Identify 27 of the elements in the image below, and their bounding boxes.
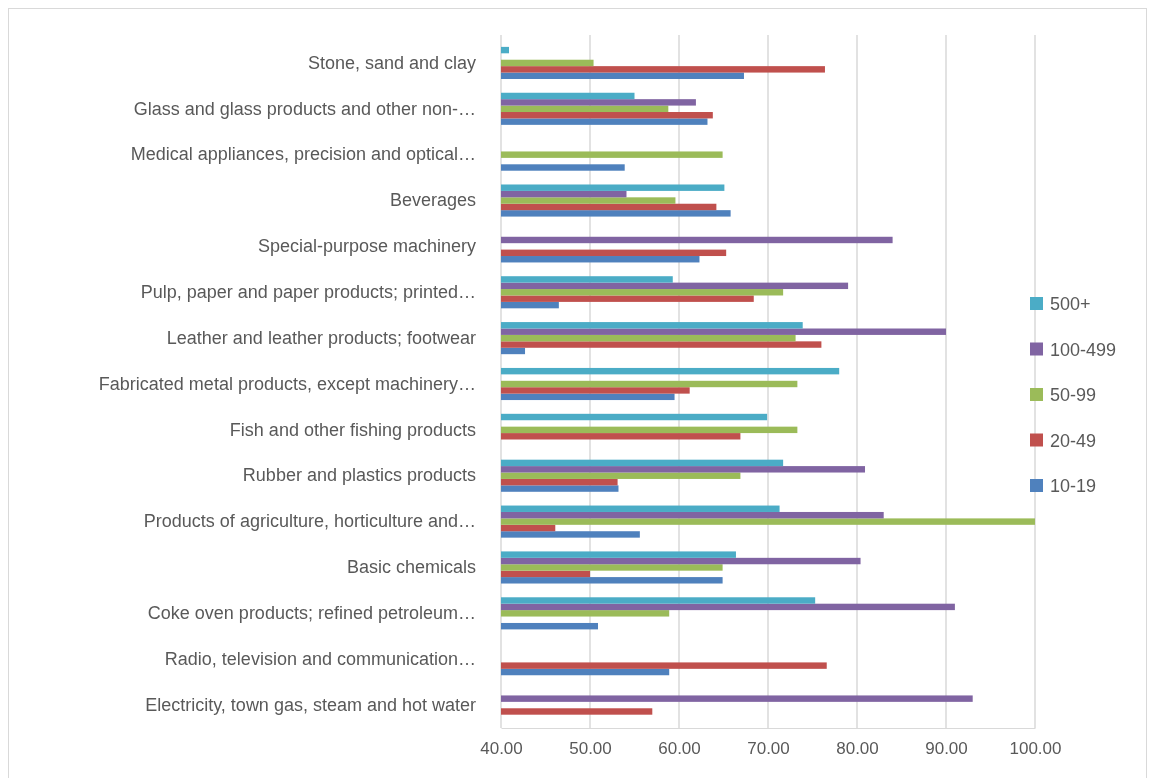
y-tick-label: Rubber and plastics products [242,465,476,486]
y-tick-label: Coke oven products; refined petroleum… [147,603,476,624]
legend-label: 20-49 [1050,430,1097,451]
y-tick-label: Fabricated metal products, except machinery… [98,373,476,394]
y-tick-label: Radio, television and communication… [164,648,476,669]
x-tick-label: 80.00 [836,739,879,759]
x-tick-label: 100.00 [1009,739,1062,759]
legend-label: 50-99 [1050,385,1097,405]
y-tick-label: Stone, sand and clay [307,52,476,73]
legend-label: 500+ [1050,294,1091,314]
x-tick-label: 70.00 [747,739,790,759]
y-tick-label: Products of agriculture, horticulture and… [143,511,476,532]
y-tick-label: Pulp, paper and paper products; printed… [140,282,476,303]
x-tick-label: 40.00 [480,739,523,759]
legend-label: 10-19 [1050,476,1097,496]
x-tick-label: 90.00 [925,739,968,759]
y-tick-label: Electricity, town gas, steam and hot water [145,694,476,715]
y-tick-label: Beverages [389,190,476,211]
x-tick-label: 50.00 [569,739,612,759]
y-tick-label: Fish and other fishing products [229,419,476,440]
y-tick-label: Basic chemicals [346,557,476,578]
legend-label: 100-499 [1050,339,1117,360]
y-tick-label: Special-purpose machinery [257,236,476,257]
y-tick-label: Leather and leather products; footwear [166,327,476,348]
x-tick-label: 60.00 [658,739,701,759]
y-tick-label: Medical appliances, precision and optical… [130,144,476,165]
y-tick-label: Glass and glass products and other non-… [133,98,476,119]
